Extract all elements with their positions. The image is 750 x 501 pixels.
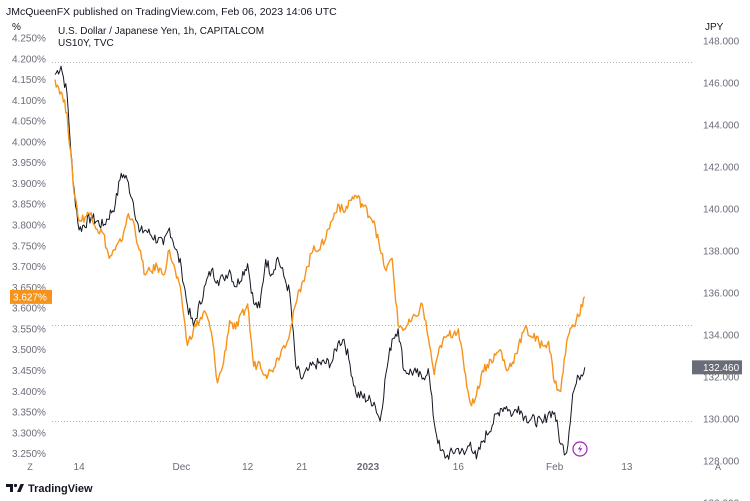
us10y-label-text: 3.627% [13,292,47,303]
left-tick-label: 4.200% [12,54,46,65]
time-tick-label: 12 [242,462,254,473]
time-tick-label: Feb [546,462,564,473]
usdjpy-line[interactable] [54,65,586,460]
left-tick-label: 3.450% [12,366,46,377]
right-tick-label: 138.000 [703,247,740,258]
left-tick-label: 3.400% [12,387,46,398]
published-by-text: JMcQueenFX published on TradingView.com,… [6,6,337,18]
right-tick-label: 142.000 [703,163,740,174]
usdjpy-label-text: 132.460 [703,363,740,374]
right-tick-label: 130.000 [703,415,740,426]
right-tick-label: 144.000 [703,121,740,132]
right-tick-label: 140.000 [703,205,740,216]
time-tick-label: 14 [74,462,86,473]
left-tick-label: 3.950% [12,158,46,169]
last-price-labels: 3.627% 132.460 [10,289,742,375]
right-tick-label: 136.000 [703,289,740,300]
tradingview-logo-icon [6,483,24,496]
tradingview-logo-text: TradingView [28,483,93,495]
time-tick-label: 13 [621,462,633,473]
left-tick-label: 3.650% [12,283,46,294]
left-tick-label: 4.150% [12,75,46,86]
left-tick-label: 3.700% [12,262,46,273]
us10y-last-value-label: 3.627% [10,289,52,304]
right-tick-label: 132.000 [703,373,740,384]
legend-overlay-symbol[interactable]: US10Y, TVC [58,38,114,49]
us10y-line[interactable] [54,79,586,407]
legend-main-symbol[interactable]: U.S. Dollar / Japanese Yen, 1h, CAPITALC… [58,26,265,37]
event-marker-icon[interactable] [572,441,588,457]
left-tick-label: 4.100% [12,96,46,107]
left-tick-label: 3.550% [12,324,46,335]
right-axis-ticks: 148.000 146.000 144.000 142.000 140.000 138.0… [703,37,740,501]
footer-branding: TradingView [6,482,93,496]
auto-scale-button[interactable]: A [714,462,721,472]
right-tick-label: 126.000 [703,499,740,501]
left-tick-label: 3.300% [12,428,46,439]
left-tick-label: 3.250% [12,449,46,460]
left-tick-label: 4.000% [12,137,46,148]
right-tick-label: 148.000 [703,37,740,48]
left-axis-unit: % [12,22,21,33]
time-axis-ticks: 14 Dec 12 21 2023 16 Feb 13 [74,462,633,473]
left-tick-label: 3.500% [12,345,46,356]
zoom-button[interactable]: Z [27,462,33,472]
us10y-label-bg [10,289,52,304]
usdjpy-label-bg [692,360,742,375]
time-tick-label: 21 [296,462,308,473]
right-axis-unit: JPY [705,22,724,33]
left-tick-label: 3.800% [12,221,46,232]
left-tick-label: 4.250% [12,34,46,45]
left-tick-label: 3.600% [12,304,46,315]
chart-legend: U.S. Dollar / Japanese Yen, 1h, CAPITALC… [58,26,264,50]
time-tick-label: 16 [453,462,465,473]
time-tick-label: 2023 [357,462,380,473]
series-layer [54,65,586,460]
time-tick-label: Dec [173,462,191,473]
usdjpy-last-value-label: 132.460 [692,360,742,375]
left-axis-ticks: 4.250% 4.200% 4.150% 4.100% 4.050% 4.000% 3.95… [12,34,46,461]
right-tick-label: 134.000 [703,331,740,342]
right-tick-label: 128.000 [703,457,740,468]
left-tick-label: 3.350% [12,408,46,419]
left-tick-label: 4.050% [12,117,46,128]
right-tick-label: 146.000 [703,79,740,90]
left-tick-label: 3.900% [12,179,46,190]
grid-layer [52,62,692,422]
left-tick-label: 3.750% [12,241,46,252]
left-tick-label: 3.850% [12,200,46,211]
